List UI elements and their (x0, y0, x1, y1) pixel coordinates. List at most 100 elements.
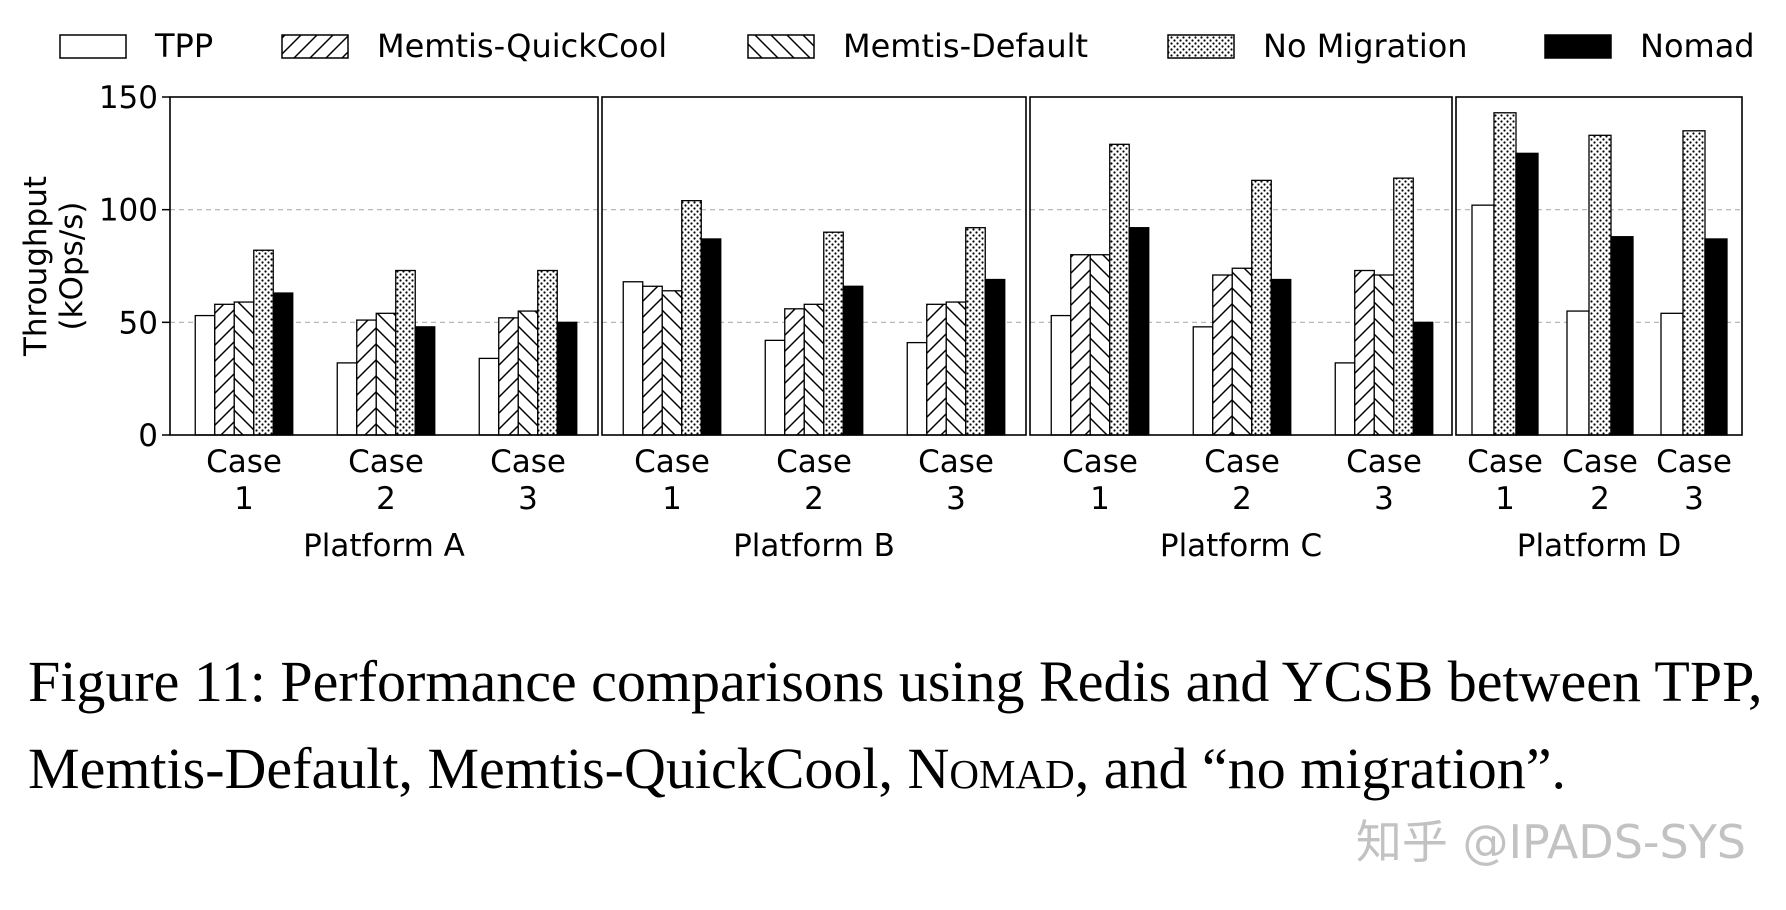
bar-1-1-0 (764, 339, 786, 436)
bar-1-2-2 (945, 301, 967, 436)
bar-0-1-3 (395, 269, 416, 436)
bar-0-1-0 (336, 362, 358, 436)
legend-swatch-2 (747, 34, 815, 59)
bar-0-0-0 (194, 314, 216, 436)
bar-2-1-0 (1192, 326, 1214, 436)
bar-0-2-4 (556, 321, 578, 436)
bar-1-1-1 (784, 308, 805, 436)
x-tick-label-num-0-2: 3 (518, 481, 538, 517)
bar-1-2-1 (926, 303, 947, 436)
bar-0-0-3 (253, 249, 274, 436)
x-tick-label-case-0-2: Case (490, 444, 566, 480)
y-axis-label-line2: (kOps/s) (54, 202, 90, 331)
bar-1-1-3 (823, 231, 844, 436)
bar-0-2-0 (478, 357, 500, 436)
legend-swatch-0 (59, 34, 127, 59)
legend-swatch-1 (281, 34, 349, 59)
panel-frame-2 (1029, 96, 1453, 436)
x-tick-label-num-2-1: 2 (1232, 481, 1252, 517)
bar-1-0-0 (622, 281, 644, 436)
x-tick-label-num-3-1: 2 (1590, 481, 1610, 517)
x-tick-label-num-2-0: 1 (1090, 481, 1110, 517)
y-tick-label-1: 50 (119, 305, 158, 341)
x-tick-label-num-1-0: 1 (662, 481, 682, 517)
bar-1-2-3 (965, 227, 986, 436)
bar-3-0-0 (1471, 204, 1495, 436)
bar-2-1-4 (1270, 278, 1292, 436)
y-tick-label-3: 150 (99, 80, 158, 116)
bar-3-0-3 (1493, 112, 1517, 436)
x-tick-label-case-3-1: Case (1562, 444, 1638, 480)
throughput-chart: TPP Memtis-QuickCool Memtis-Default No Migr… (18, 27, 1755, 564)
platform-label-1: Platform B (733, 528, 895, 564)
bar-0-1-2 (375, 312, 397, 436)
panel-frame-0 (169, 96, 599, 436)
x-tick-label-case-3-0: Case (1467, 444, 1543, 480)
bar-0-2-2 (517, 310, 539, 436)
bar-2-2-4 (1412, 321, 1434, 436)
bar-1-2-4 (984, 278, 1006, 436)
bar-1-0-3 (681, 200, 702, 436)
legend-swatch-4 (1544, 34, 1612, 59)
bar-2-0-1 (1070, 254, 1091, 436)
legend-label-0: TPP (154, 27, 213, 65)
bar-1-1-2 (803, 303, 825, 436)
x-tick-label-num-1-2: 3 (946, 481, 966, 517)
x-tick-label-case-0-1: Case (348, 444, 424, 480)
watermark-text: 知乎 @IPADS-SYS (1355, 815, 1746, 869)
caption-nomad: Nomad (907, 736, 1075, 801)
bar-0-2-3 (537, 269, 558, 436)
bar-1-0-2 (661, 290, 683, 436)
bar-1-1-4 (842, 285, 864, 436)
bar-3-1-3 (1588, 134, 1612, 436)
x-tick-label-case-2-0: Case (1062, 444, 1138, 480)
legend-label-1: Memtis-QuickCool (377, 27, 667, 65)
x-tick-label-num-0-0: 1 (234, 481, 254, 517)
x-tick-label-case-0-0: Case (206, 444, 282, 480)
bar-0-0-2 (233, 301, 255, 436)
bar-2-0-3 (1109, 143, 1130, 436)
platform-label-3: Platform D (1517, 528, 1681, 564)
bar-3-2-4 (1704, 238, 1728, 436)
x-tick-label-case-1-0: Case (634, 444, 710, 480)
bar-2-1-1 (1212, 274, 1233, 436)
bar-3-1-0 (1566, 310, 1590, 436)
x-tick-label-case-2-1: Case (1204, 444, 1280, 480)
bar-1-0-4 (700, 238, 722, 436)
y-tick-label-2: 100 (99, 193, 158, 229)
bar-0-1-4 (414, 326, 436, 436)
bar-3-1-4 (1610, 236, 1634, 436)
x-tick-label-case-1-2: Case (918, 444, 994, 480)
legend-swatch-3 (1167, 34, 1235, 59)
y-axis-label-line1: Throughput (18, 176, 54, 357)
bar-1-2-0 (906, 341, 928, 436)
chart-svg: TPP Memtis-QuickCool Memtis-Default No Migr… (18, 27, 1755, 564)
bar-2-1-3 (1251, 179, 1272, 436)
x-tick-label-num-2-2: 3 (1374, 481, 1394, 517)
bar-1-0-1 (642, 285, 663, 436)
panel-frame-1 (601, 96, 1027, 436)
figure-caption: Figure 11: Performance comparisons using… (28, 638, 1768, 812)
legend-label-2: Memtis-Default (843, 27, 1088, 65)
bar-2-1-2 (1231, 267, 1253, 436)
bar-0-0-4 (272, 292, 294, 436)
x-tick-label-case-3-2: Case (1656, 444, 1732, 480)
bar-2-0-0 (1050, 314, 1072, 436)
platform-label-0: Platform A (303, 528, 465, 564)
bar-2-0-4 (1128, 227, 1150, 436)
legend-label-4: Nomad (1640, 27, 1755, 65)
x-tick-label-num-3-2: 3 (1684, 481, 1704, 517)
bar-2-2-3 (1393, 177, 1414, 436)
caption-part2: , and “no migration”. (1074, 736, 1566, 801)
platform-label-2: Platform C (1160, 528, 1322, 564)
x-tick-label-num-0-1: 2 (376, 481, 396, 517)
bar-3-2-0 (1660, 312, 1684, 436)
bar-0-1-1 (356, 319, 377, 436)
x-tick-label-case-2-2: Case (1346, 444, 1422, 480)
bar-2-2-1 (1354, 269, 1375, 436)
bar-0-2-1 (498, 317, 519, 436)
x-tick-label-num-1-1: 2 (804, 481, 824, 517)
panel-frame-3 (1455, 96, 1743, 436)
x-tick-label-case-1-1: Case (776, 444, 852, 480)
bar-3-0-4 (1515, 152, 1539, 436)
